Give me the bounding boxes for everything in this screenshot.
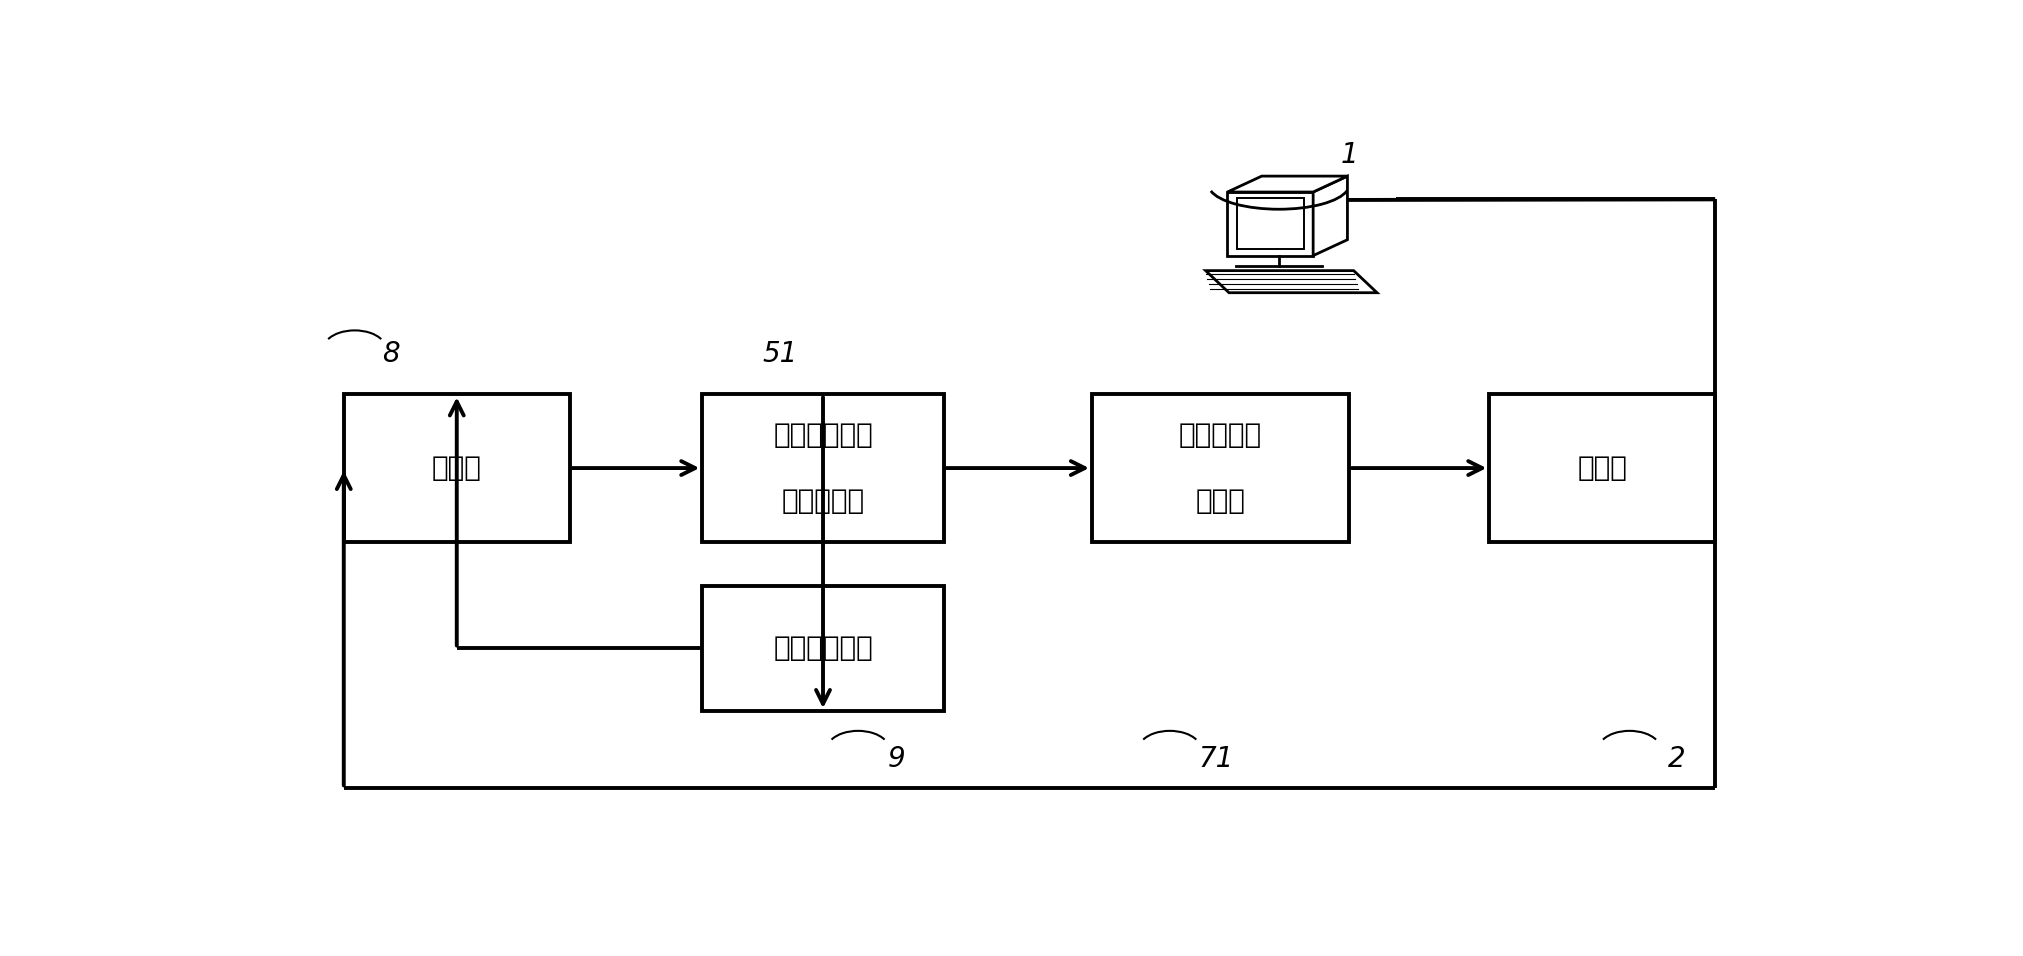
- Bar: [702, 586, 943, 711]
- Text: 毫米波功率: 毫米波功率: [1177, 421, 1262, 449]
- Text: 毫米波检波器: 毫米波检波器: [773, 635, 872, 663]
- Bar: [702, 395, 943, 542]
- Text: 定向耦合器: 定向耦合器: [781, 488, 864, 515]
- Polygon shape: [1226, 176, 1347, 192]
- Bar: [1226, 192, 1313, 255]
- Text: 71: 71: [1198, 745, 1234, 772]
- Bar: [1090, 395, 1347, 542]
- Text: 信号源: 信号源: [431, 454, 481, 482]
- Text: 功率计: 功率计: [1576, 454, 1626, 482]
- Text: 51: 51: [763, 340, 797, 368]
- Text: 2: 2: [1667, 745, 1685, 772]
- Text: 毫米波三端口: 毫米波三端口: [773, 421, 872, 449]
- Text: 8: 8: [382, 340, 399, 368]
- Text: 1: 1: [1339, 141, 1357, 169]
- Polygon shape: [1206, 271, 1376, 293]
- Polygon shape: [1313, 176, 1347, 255]
- Text: 传感器: 传感器: [1196, 488, 1244, 515]
- Text: 9: 9: [888, 745, 906, 772]
- Bar: [1489, 395, 1713, 542]
- Bar: [344, 395, 570, 542]
- Bar: [1236, 198, 1303, 250]
